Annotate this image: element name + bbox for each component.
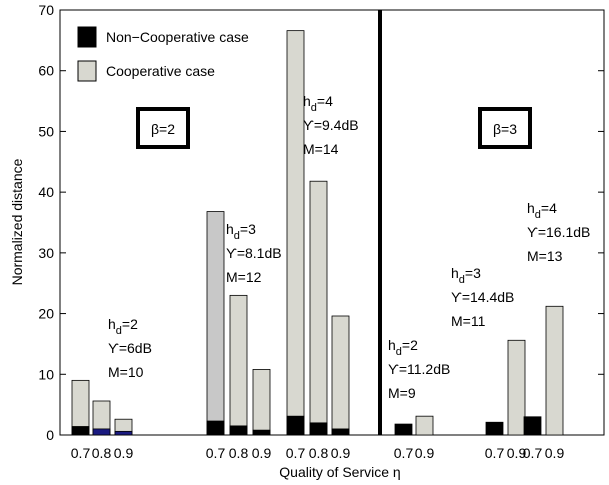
annotation-line: M=13 <box>527 248 563 264</box>
annotation-line: M=11 <box>451 313 486 329</box>
bar-cooperative <box>286 30 305 436</box>
y-tick-label: 0 <box>46 427 54 443</box>
legend-label: Non−Cooperative case <box>106 29 249 45</box>
x-tick-label: 0.8 <box>309 445 329 461</box>
x-tick-label: 0.9 <box>114 445 134 461</box>
annotation-line: hd=3 <box>451 265 481 286</box>
annotation-line: hd=4 <box>303 93 333 114</box>
y-axis: 0 10 20 30 40 50 60 70 <box>38 2 604 443</box>
x-tick-label: 0.7 <box>394 445 414 461</box>
bar-non-cooperative <box>92 428 111 436</box>
legend-swatch-non-cooperative <box>77 26 97 48</box>
y-tick-label: 30 <box>38 245 54 261</box>
bar-non-cooperative <box>523 416 542 436</box>
annotation-line: M=9 <box>388 385 416 401</box>
bar-cooperative <box>229 294 248 436</box>
panel-label: β=3 <box>493 121 517 137</box>
annotation-line: hd=4 <box>527 200 557 221</box>
legend-label: Cooperative case <box>106 63 215 79</box>
x-tick-label: 0.9 <box>415 445 435 461</box>
bar-cooperative <box>309 180 328 436</box>
x-tick-label: 0.9 <box>252 445 272 461</box>
bar-non-cooperative <box>485 421 504 436</box>
bar-non-cooperative <box>206 420 225 436</box>
panel-label-box: β=3 <box>478 107 532 149</box>
bar-cooperative <box>206 211 225 436</box>
x-tick-label: 0.9 <box>331 445 351 461</box>
annotation-line: ϒ=14.4dB <box>451 289 514 305</box>
annotation-line: M=14 <box>303 141 339 157</box>
bars <box>71 30 564 436</box>
annotation-line: M=10 <box>108 364 144 380</box>
x-axis: 0.7 0.8 0.9 0.7 0.8 0.9 0.7 0.8 0.9 0.7 0.9 0.7 0.90… <box>71 445 565 461</box>
annotation-line: hd=3 <box>226 221 256 242</box>
bar-non-cooperative <box>114 430 133 436</box>
bar-non-cooperative <box>286 415 305 436</box>
annotation-line: ϒ=8.1dB <box>226 245 282 261</box>
bar-cooperative <box>252 369 271 436</box>
panel-label-box: β=2 <box>136 107 190 149</box>
x-tick-label: 0.8 <box>92 445 112 461</box>
bar-non-cooperative <box>394 423 413 436</box>
x-tick-label: 0.7 <box>206 445 226 461</box>
annotation-line: hd=2 <box>388 337 418 358</box>
x-tick-label: 0.7 <box>485 445 505 461</box>
y-tick-label: 60 <box>38 63 54 79</box>
bar-cooperative <box>545 305 564 436</box>
y-tick-label: 50 <box>38 123 54 139</box>
y-tick-label: 20 <box>38 306 54 322</box>
x-tick-label: 0.7 <box>286 445 306 461</box>
x-tick-label: 0.9 <box>545 445 565 461</box>
bar-non-cooperative <box>229 425 248 436</box>
bar-cooperative <box>331 315 350 436</box>
annotation-line: ϒ=16.1dB <box>527 224 590 240</box>
bar-non-cooperative <box>309 422 328 436</box>
annotation-line: hd=2 <box>108 316 138 337</box>
x-tick-label: 0.7 <box>71 445 91 461</box>
bar-cooperative <box>507 339 526 436</box>
bar-cooperative <box>415 415 434 436</box>
y-tick-label: 40 <box>38 184 54 200</box>
y-tick-label: 70 <box>38 2 54 18</box>
legend-swatch-cooperative <box>77 60 97 82</box>
x-axis-label: Quality of Service η <box>279 464 400 480</box>
annotation-line: ϒ=9.4dB <box>303 117 359 133</box>
annotation-line: M=12 <box>226 269 262 285</box>
legend: Non−Cooperative case Cooperative case <box>77 26 249 82</box>
bar-non-cooperative <box>331 428 350 436</box>
annotation-line: ϒ=6dB <box>108 340 152 356</box>
bar-non-cooperative <box>71 426 90 436</box>
y-tick-label: 10 <box>38 366 54 382</box>
annotation-line: ϒ=11.2dB <box>388 361 450 377</box>
annotations: hd=2 ϒ=6dB M=10 hd=3 ϒ=8.1dB M=12 hd=4 ϒ=9.4dB M… <box>108 93 590 401</box>
x-tick-label: 0.8 <box>229 445 249 461</box>
y-axis-label: Normalized distance <box>9 158 25 285</box>
x-tick-label: 0.7 <box>523 445 543 461</box>
panel-label: β=2 <box>151 121 175 137</box>
bar-non-cooperative <box>252 429 271 436</box>
x-tick-label: 0.9 <box>507 445 527 461</box>
